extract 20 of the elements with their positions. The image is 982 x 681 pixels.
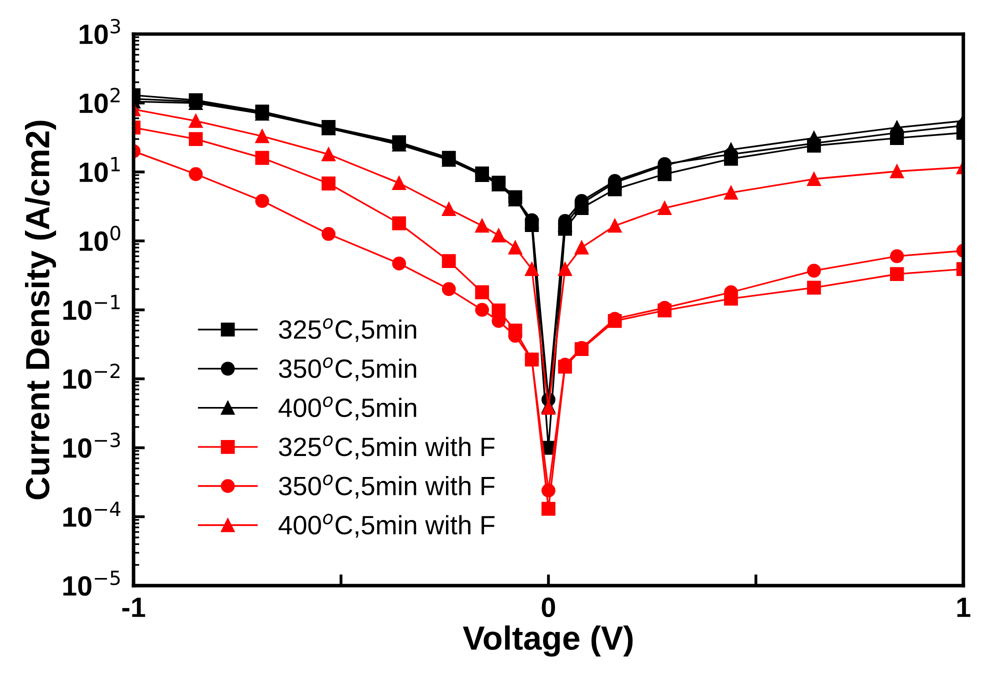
y-tick-label: 10$^{−3}$: [63, 432, 120, 458]
legend-label: 325$^{o}$C,5min: [278, 318, 416, 342]
legend-label: 400$^{o}$C,5min with F: [278, 514, 494, 538]
x-tick-label: 0: [542, 598, 556, 618]
x-axis-title: Voltage (V): [462, 625, 633, 657]
y-tick-label: 10$^{3}$: [80, 18, 120, 44]
legend-label: 400$^{o}$C,5min: [278, 396, 416, 420]
y-tick-label: 10$^{−4}$: [63, 502, 120, 527]
legend-label: 350$^{o}$C,5min with F: [278, 474, 494, 498]
y-tick-label: 10$^{−2}$: [63, 364, 120, 389]
legend-label: 325$^{o}$C,5min with F: [278, 436, 494, 460]
legend-label: 350$^{o}$C,5min: [278, 357, 416, 382]
y-tick-label: 10$^{−1}$: [63, 294, 120, 320]
y-tick-label: 10$^{−5}$: [63, 570, 120, 596]
y-tick-label: 10$^{0}$: [80, 226, 120, 252]
y-axis-title: Current Density (A/cm2): [24, 120, 56, 500]
y-tick-label: 10$^{2}$: [80, 88, 120, 114]
x-tick-label: 1: [957, 598, 970, 617]
x-tick-label: -1: [122, 598, 146, 617]
y-tick-label: 10$^{1}$: [80, 157, 120, 182]
